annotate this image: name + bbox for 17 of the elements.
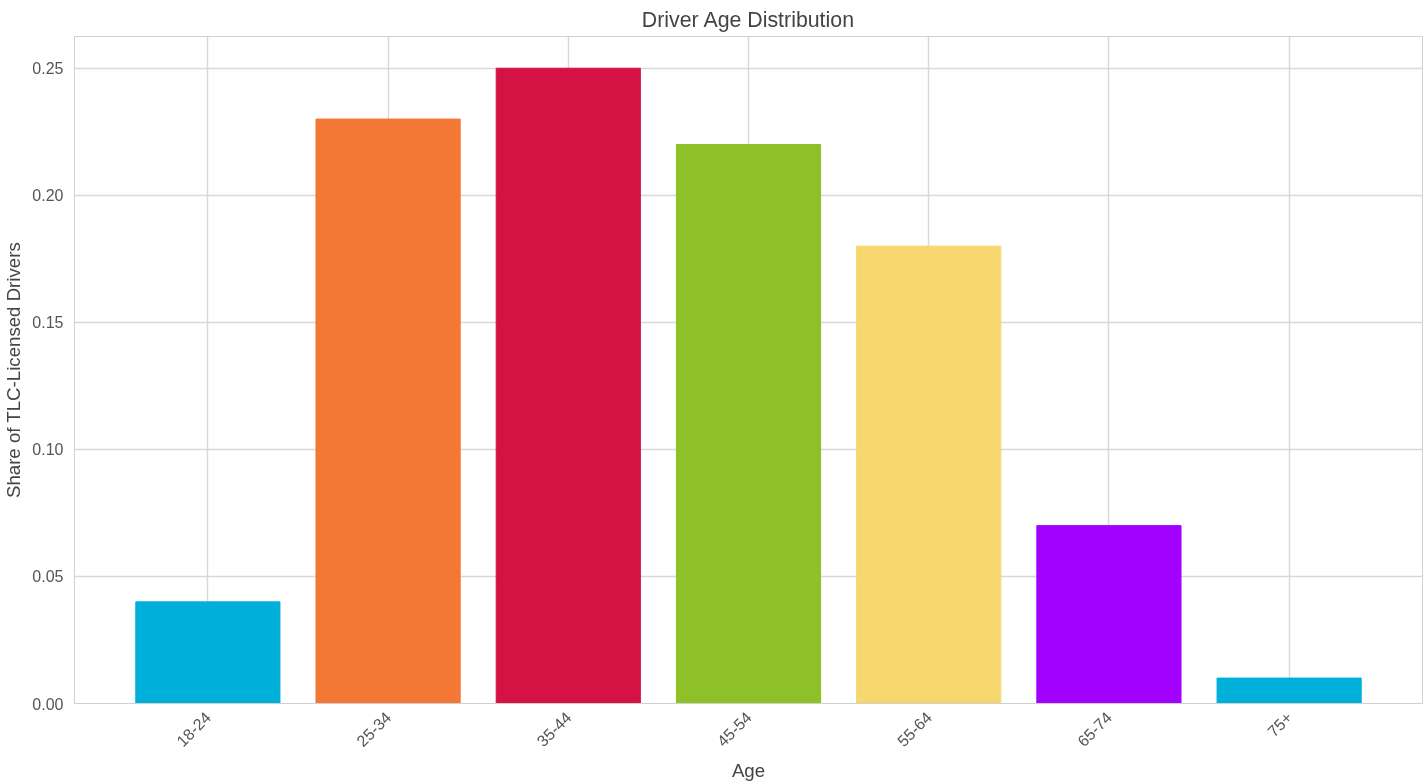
y-axis-title: Share of TLC-Licensed Drivers bbox=[3, 242, 25, 499]
y-tick-label: 0.15 bbox=[32, 314, 64, 332]
bar bbox=[856, 245, 1002, 704]
y-tick-label: 0.00 bbox=[32, 695, 64, 713]
chart-title: Driver Age Distribution bbox=[641, 7, 855, 32]
bar bbox=[315, 118, 461, 704]
y-tick-label: 0.05 bbox=[32, 568, 64, 586]
bar bbox=[495, 67, 641, 704]
bar bbox=[675, 143, 822, 704]
bar bbox=[1216, 677, 1362, 704]
x-tick-label: 75+ bbox=[1264, 708, 1296, 741]
y-tick-label: 0.25 bbox=[32, 60, 64, 78]
bar bbox=[1036, 525, 1182, 704]
y-tick-label: 0.20 bbox=[32, 187, 64, 205]
bar bbox=[135, 601, 281, 704]
y-tick-label: 0.10 bbox=[32, 441, 64, 459]
x-axis-title: Age bbox=[731, 759, 766, 781]
